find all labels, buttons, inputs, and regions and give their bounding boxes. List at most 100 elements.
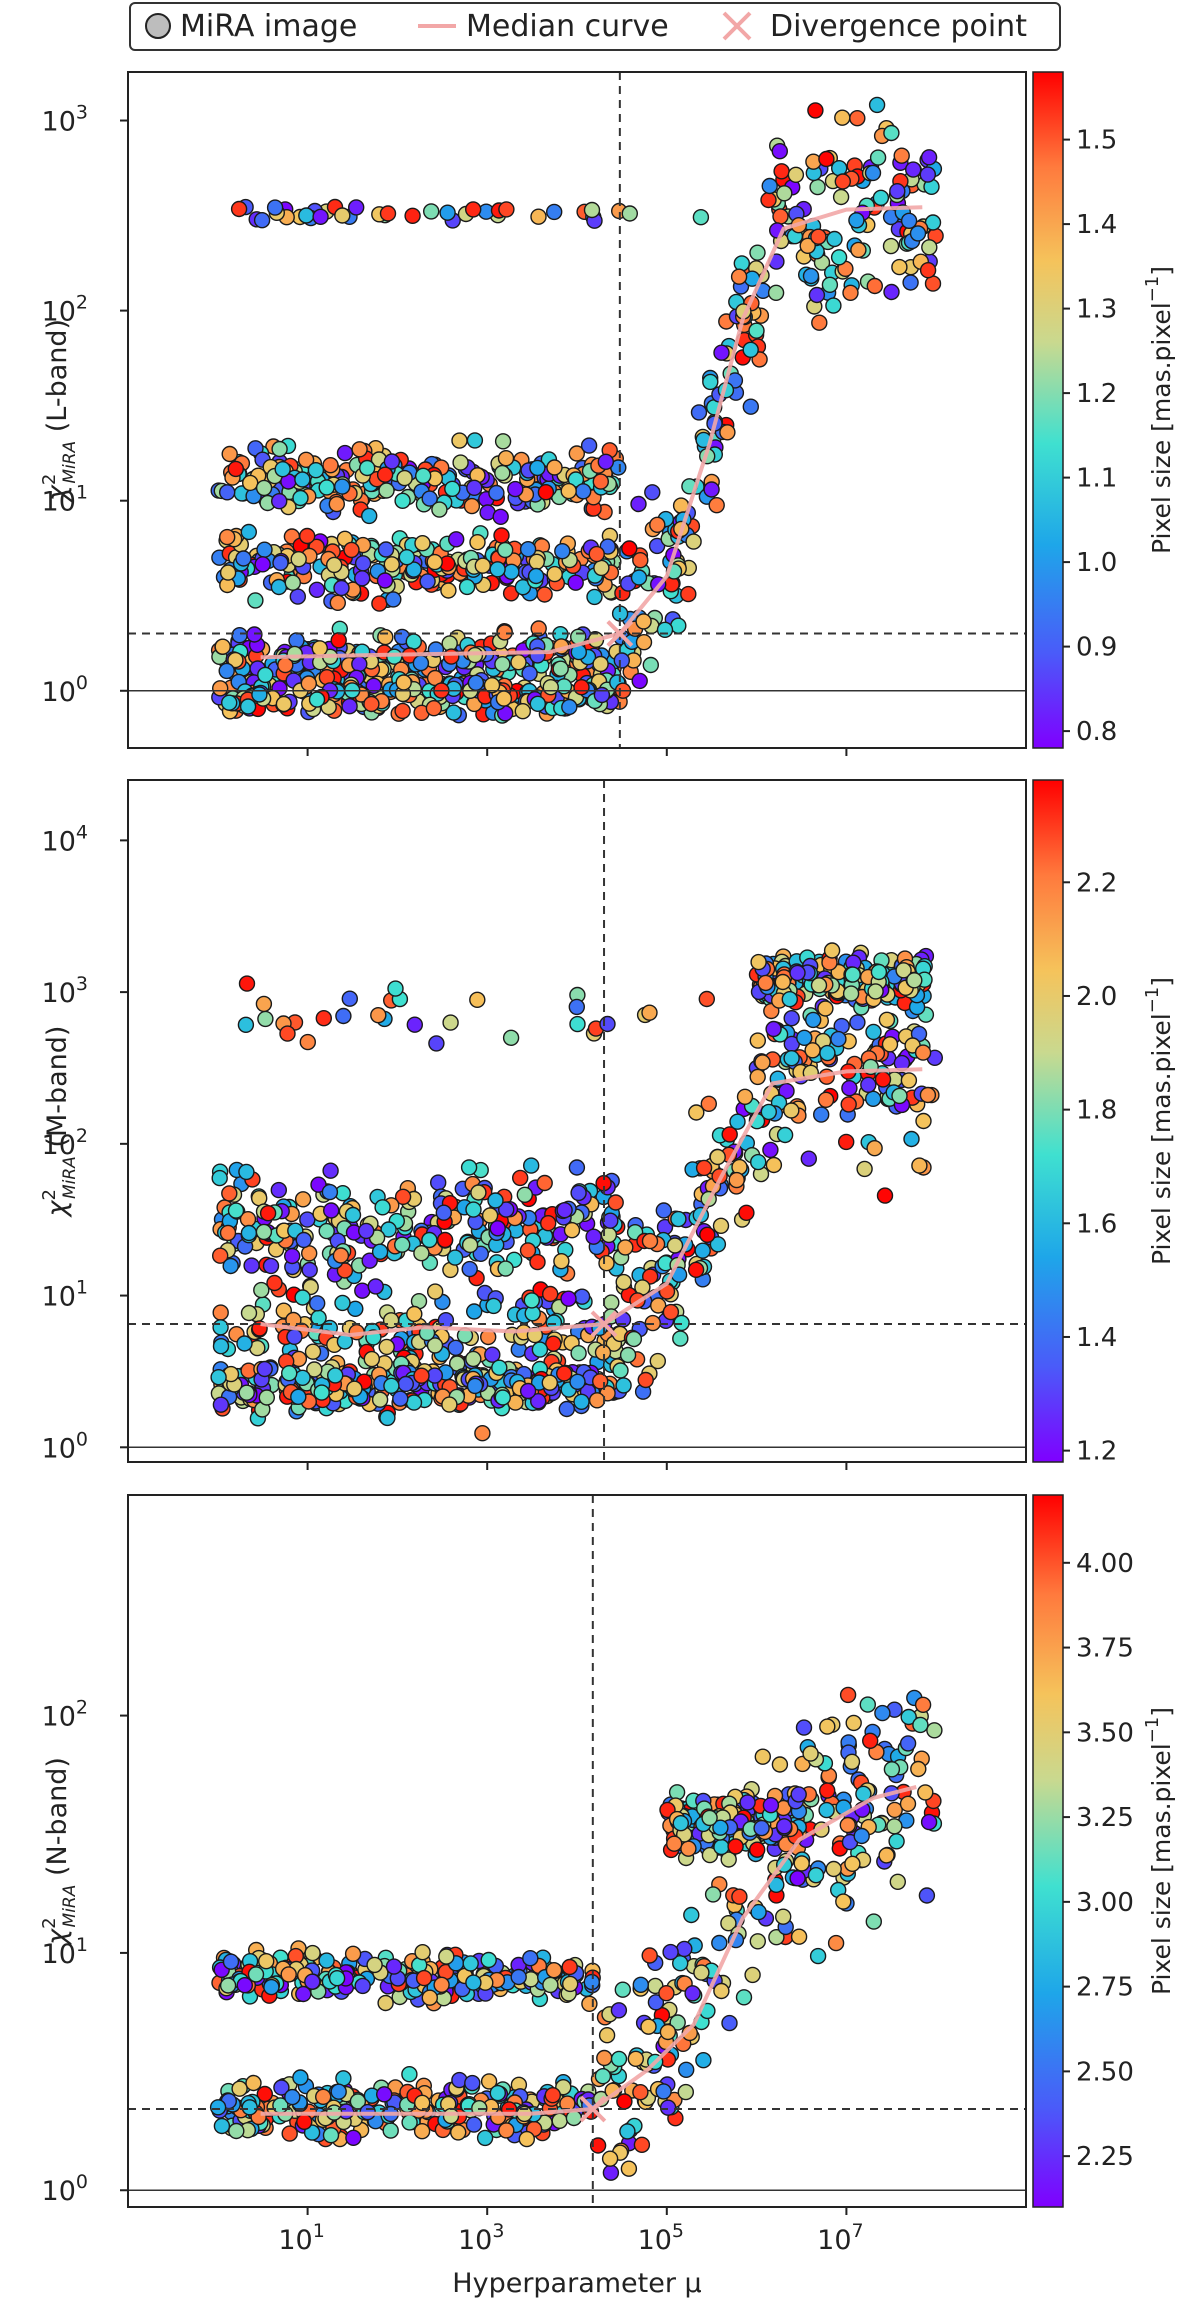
scatter-point [588, 545, 605, 563]
scatter-point [556, 1365, 573, 1382]
scatter-point [845, 1714, 862, 1732]
scatter-point [750, 1153, 767, 1171]
scatter-point [914, 1044, 932, 1061]
scatter-point [281, 1364, 298, 1382]
scatter-point [762, 1796, 780, 1814]
colorbar-tick-label: 2.75 [1076, 1973, 1134, 2003]
colorbar-tick-label: 1.2 [1076, 1437, 1117, 1467]
scatter-point [839, 1816, 856, 1834]
y-tick-label-exp: 1 [76, 1277, 88, 1299]
scatter-point [497, 450, 515, 467]
scatter-point [647, 1994, 665, 2011]
scatter-point [415, 1969, 433, 1987]
scatter-point [247, 592, 264, 609]
scatter-point [581, 1995, 598, 2013]
scatter-point [544, 2086, 561, 2104]
scatter-point [599, 1015, 616, 1033]
scatter-point [219, 1977, 237, 1994]
scatter-point [567, 471, 585, 488]
colorbar-label-exp: −1 [1142, 1717, 1163, 1744]
scatter-point [212, 1396, 230, 1413]
scatter-point [729, 1113, 746, 1130]
colorbar [1032, 71, 1064, 749]
scatter-point [219, 1224, 237, 1242]
scatter-point [818, 1801, 835, 1819]
scatter-point [379, 205, 397, 222]
scatter-point [438, 1948, 455, 1965]
scatter-point [642, 656, 659, 674]
scatter-point [698, 990, 715, 1008]
scatter-point [583, 1973, 600, 1991]
scatter-point [749, 244, 766, 261]
scatter-point [641, 1004, 658, 1021]
scatter-point [684, 1985, 701, 2002]
scatter-point [760, 191, 777, 209]
scatter-point [510, 654, 527, 671]
scatter-point [906, 972, 923, 989]
scatter-point [404, 207, 421, 225]
scatter-point [805, 1011, 822, 1029]
scatter-point [465, 1350, 482, 1368]
y-tick-label-base: 10 [42, 1702, 76, 1733]
scatter-point [834, 173, 851, 190]
scatter-point [810, 977, 828, 994]
scatter-point [414, 535, 431, 552]
scatter-point [329, 594, 346, 611]
scatter-point [910, 1760, 927, 1778]
scatter-point [776, 1126, 794, 1144]
scatter-point [800, 1150, 817, 1167]
scatter-point [494, 464, 511, 482]
y-axis-label-sub: MiRA [60, 441, 80, 484]
scatter-point [666, 1835, 683, 1852]
colorbar-tick-label: 1.8 [1076, 1096, 1117, 1126]
scatter-point [466, 479, 483, 496]
y-tick-label-base: 10 [42, 487, 76, 518]
scatter-point [322, 1162, 339, 1179]
scatter-point [818, 150, 835, 168]
scatter-point [238, 975, 256, 992]
scatter-point [827, 1934, 845, 1952]
scatter-point [789, 1870, 806, 1887]
scatter-point [749, 1841, 766, 1858]
scatter-point [704, 1886, 722, 1903]
scatter-point [556, 1201, 573, 1219]
scatter-point [709, 1236, 727, 1253]
scatter-point [878, 1011, 896, 1028]
scatter-point [452, 454, 469, 471]
scatter-point [398, 549, 415, 566]
scatter-point [336, 444, 354, 462]
scatter-point [227, 1202, 245, 1219]
scatter-point [856, 1160, 873, 1178]
scatter-point [619, 1346, 637, 1364]
scatter-point [218, 662, 235, 680]
scatter-point [211, 1169, 228, 1187]
y-axis-label-band: (M-band) [42, 1026, 73, 1157]
scatter-point [257, 1010, 274, 1028]
scatter-point [530, 1392, 547, 1410]
scatter-point [848, 212, 865, 229]
scatter-point [272, 554, 289, 571]
y-tick-label: 101 [42, 482, 88, 518]
y-tick-label: 103 [42, 973, 88, 1009]
scatter-point [230, 200, 248, 218]
scatter-point [560, 1290, 577, 1307]
scatter-point [865, 1913, 882, 1930]
scatter-point [842, 985, 860, 1002]
colorbar-tick-label: 1.4 [1076, 1323, 1117, 1353]
scatter-point [412, 654, 430, 672]
legend: MiRA image Median curve Divergence point [129, 2, 1061, 51]
scatter-point [893, 147, 910, 164]
scatter-point [776, 1818, 793, 1835]
scatter-point [444, 480, 461, 497]
scatter-point [754, 1748, 771, 1765]
scatter-point [346, 1380, 363, 1397]
scatter-point [730, 268, 748, 285]
scatter-point [819, 1718, 836, 1735]
scatter-point [817, 1000, 834, 1017]
scatter-point [843, 1753, 861, 1771]
scatter-point [318, 479, 335, 496]
scatter-point [819, 1782, 836, 1799]
scatter-point [431, 501, 448, 518]
scatter-point [445, 704, 462, 721]
y-tick-label: 101 [42, 1934, 88, 1970]
